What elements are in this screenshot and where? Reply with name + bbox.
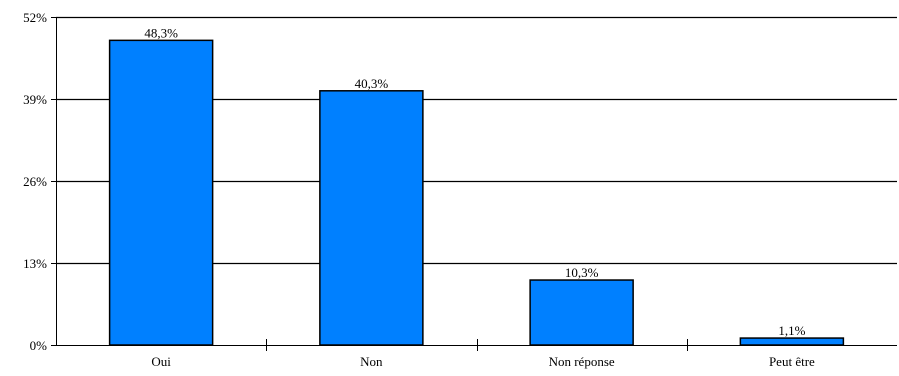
y-tick-label: 26% [23,174,47,189]
y-tick-label: 52% [23,10,47,25]
y-tick-label: 13% [23,256,47,271]
bar [739,337,845,346]
bars-layer [108,39,845,346]
data-label: 48,3% [144,25,178,40]
y-tick-label: 39% [23,92,47,107]
x-tick-label: Non [360,354,383,369]
y-tick-label: 0% [30,338,48,353]
axis-layer [51,17,897,351]
bar [529,279,634,346]
labels-layer: 0% 13% 26% 39% 52% 48,3% Oui 40,3% Non 10,3% Non r… [23,10,815,369]
bar [108,39,214,346]
bar [319,90,424,346]
x-tick-label: Oui [151,354,171,369]
data-label: 10,3% [565,265,599,280]
x-tick-label: Peut être [769,354,815,369]
data-label: 40,3% [355,76,389,91]
data-label: 1,1% [778,323,805,338]
x-tick-label: Non réponse [549,354,615,369]
